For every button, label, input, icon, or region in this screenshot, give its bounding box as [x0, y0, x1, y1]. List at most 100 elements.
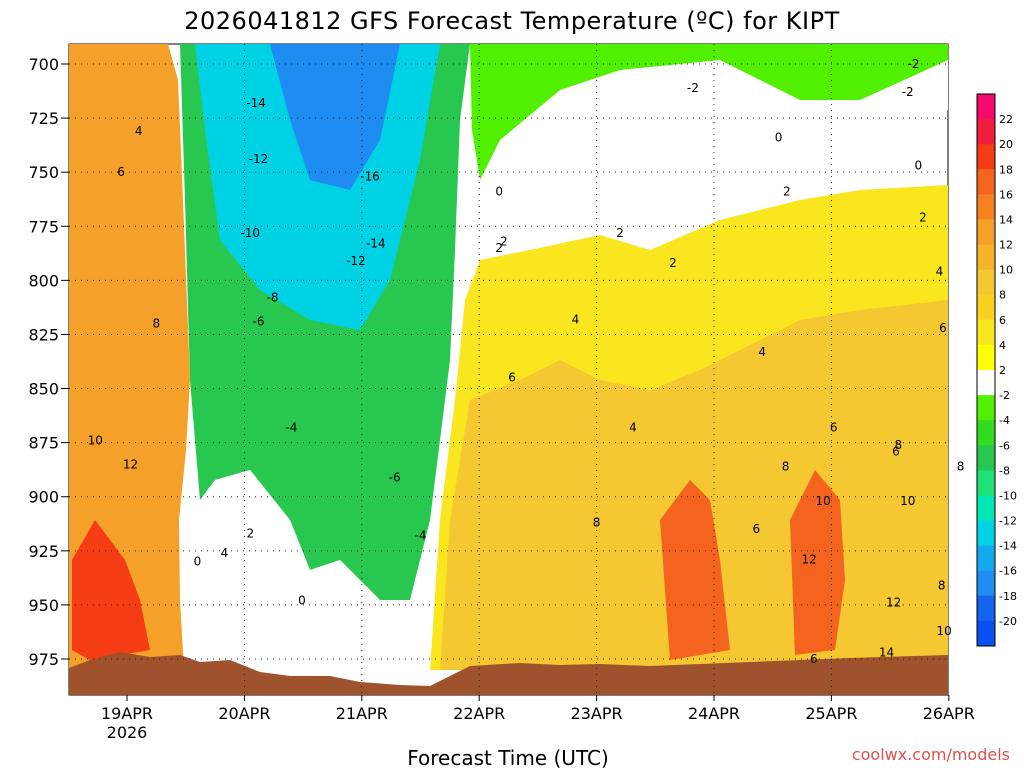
colorbar-swatch	[977, 319, 995, 346]
colorbar-swatch	[977, 620, 995, 647]
contour-label: 10	[936, 624, 951, 638]
colorbar-swatch	[977, 520, 995, 547]
chart-title: 2026041812 GFS Forecast Temperature (ºC)…	[184, 7, 840, 35]
colorbar-label: -12	[999, 515, 1017, 528]
y-tick-label: 925	[28, 542, 59, 561]
x-tick-label: 20APR	[218, 704, 270, 723]
contour-label: 8	[153, 317, 161, 331]
colorbar-label: -18	[999, 590, 1017, 603]
colorbar-swatch	[977, 269, 995, 296]
hot-pocket-24apr	[660, 480, 730, 660]
x-year-label: 2026	[107, 723, 148, 742]
y-tick-label: 975	[28, 650, 59, 669]
contour-label: 4	[936, 265, 944, 279]
y-tick-label: 850	[28, 380, 59, 399]
contour-label: -6	[253, 314, 265, 328]
contour-label: 4	[221, 546, 229, 560]
colorbar: 22 20 18 16 14 12 10 8 6 4 2 -2 -4 -6 -8 -10 -12 -14 -16 -1…	[976, 93, 1017, 647]
y-tick-label: 900	[28, 488, 59, 507]
colorbar-label: -20	[999, 615, 1017, 628]
contour-label: 14	[879, 646, 894, 660]
y-tick-label: 700	[28, 55, 59, 74]
contour-label: 12	[123, 457, 138, 471]
contour-label: 2	[919, 211, 927, 225]
colorbar-label: -6	[999, 439, 1010, 452]
contour-labels: 4681012-14-12-10-8-6-42400-16-14-12-6-40…	[88, 57, 965, 666]
contour-label: 6	[508, 371, 516, 385]
colorbar-swatch	[977, 370, 995, 396]
contour-label: 0	[298, 594, 306, 608]
colorbar-label: -16	[999, 565, 1017, 578]
colorbar-label: 16	[999, 188, 1013, 201]
contour-label: -2	[687, 81, 699, 95]
contour-label: 12	[886, 596, 901, 610]
above-freezing-gap	[180, 470, 420, 670]
colorbar-swatch	[977, 94, 995, 120]
colorbar-swatch	[977, 420, 995, 446]
contour-label: -14	[246, 96, 266, 110]
x-axis-title: Forecast Time (UTC)	[407, 746, 609, 768]
terrain	[69, 652, 948, 695]
lower-cold-band	[470, 44, 948, 180]
coldest-core-region	[270, 44, 400, 190]
contour-label: 8	[957, 459, 965, 473]
colorbar-swatch	[977, 545, 995, 572]
y-axis: 700 725 750 775 800 825 850 875 900 925 950 975	[28, 55, 69, 669]
contour-label: 6	[939, 321, 947, 335]
contour-label: 6	[117, 165, 125, 179]
gridlines	[69, 44, 948, 695]
x-tick-label: 19APR	[101, 704, 153, 723]
contour-label: 2	[495, 241, 503, 255]
contour-label: 10	[900, 494, 915, 508]
contour-label: -4	[415, 529, 427, 543]
contour-label: 10	[88, 433, 103, 447]
colorbar-swatch	[977, 119, 995, 145]
colorbar-label: 4	[999, 339, 1006, 352]
colorbar-swatch	[977, 219, 995, 246]
colorbar-frame	[976, 93, 996, 647]
colorbar-swatch	[977, 495, 995, 522]
y-tick-label: 950	[28, 596, 59, 615]
y-tick-label: 825	[28, 325, 59, 344]
y-tick-label: 800	[28, 271, 59, 290]
colorbar-swatch	[977, 169, 995, 195]
colorbar-swatch	[977, 244, 995, 271]
colorbar-label: 18	[999, 163, 1013, 176]
contour-label: -16	[360, 170, 380, 184]
colorbar-swatch	[977, 445, 995, 471]
colorbar-label: -2	[999, 389, 1010, 402]
contour-label: 0	[914, 159, 922, 173]
y-tick-label: 725	[28, 109, 59, 128]
colorbar-label: 8	[999, 289, 1006, 302]
colorbar-swatch	[977, 144, 995, 170]
colorbar-label: -10	[999, 489, 1017, 502]
contour-label: 2	[616, 226, 624, 240]
colorbar-swatch	[977, 395, 995, 421]
contour-label: 10	[816, 494, 831, 508]
contour-label: 4	[135, 124, 143, 138]
contour-label: 4	[629, 420, 637, 434]
x-tick-label: 25APR	[805, 704, 857, 723]
colorbar-swatch	[977, 344, 995, 371]
contour-label: 4	[758, 345, 766, 359]
x-tick-label: 24APR	[688, 704, 740, 723]
contour-label: -2	[908, 57, 920, 71]
contour-label: 8	[782, 459, 790, 473]
y-tick-label: 875	[28, 434, 59, 453]
contour-label: 8	[593, 516, 601, 530]
contour-label: -6	[389, 470, 401, 484]
colorbar-swatch	[977, 595, 995, 622]
contour-label: 0	[775, 131, 783, 145]
contour-label: 0	[495, 185, 503, 199]
hot-core-19apr	[72, 520, 150, 660]
contour-label: 4	[572, 312, 580, 326]
contour-label: 2	[783, 185, 791, 199]
colorbar-label: 10	[999, 264, 1013, 277]
colorbar-label: 12	[999, 239, 1013, 252]
colorbar-swatch	[977, 194, 995, 220]
colorbar-swatch	[977, 470, 995, 496]
colorbar-label: 6	[999, 314, 1006, 327]
contour-label: 12	[801, 552, 816, 566]
contour-label: 0	[194, 555, 202, 569]
x-tick-label: 26APR	[923, 704, 975, 723]
